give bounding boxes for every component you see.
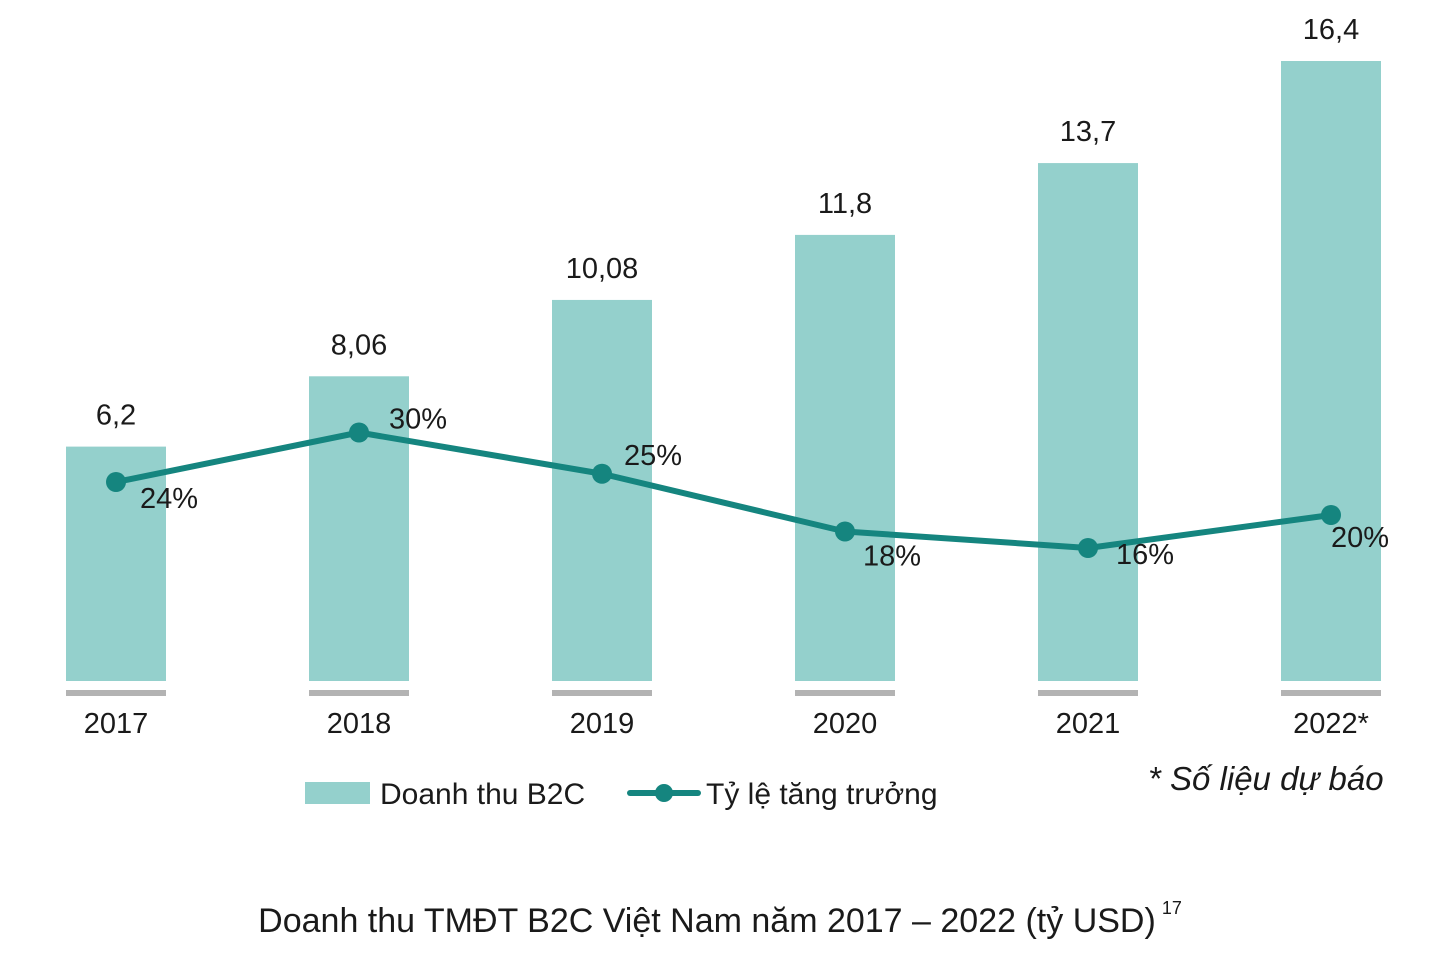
bar-value-label: 6,2	[96, 400, 136, 432]
growth-value-label: 24%	[140, 483, 198, 515]
x-tick-label: 2017	[84, 708, 149, 740]
growth-value-label: 30%	[389, 404, 447, 436]
growth-point	[1078, 538, 1098, 558]
bar-2020	[795, 234, 895, 681]
chart-caption: Doanh thu TMĐT B2C Việt Nam năm 2017 – 2…	[0, 898, 1440, 941]
tick-mark-2020	[795, 690, 895, 696]
growth-value-label: 25%	[624, 440, 682, 472]
growth-line	[115, 429, 1332, 551]
legend-line-label: Tỷ lệ tăng trưởng	[706, 778, 938, 811]
tick-mark-2018	[309, 690, 409, 696]
x-tick-label: 2022*	[1293, 708, 1369, 740]
legend: Doanh thu B2C Tỷ lệ tăng trưởng	[305, 778, 938, 811]
footnote-reference: 17	[1161, 898, 1182, 918]
x-axis-tick-labels: 2017 2018 2019 2020 2021 2022*	[84, 708, 1369, 740]
tick-mark-2019	[552, 690, 652, 696]
bar-value-label: 11,8	[818, 188, 872, 220]
growth-point	[106, 472, 126, 492]
bar-value-label: 10,08	[566, 253, 639, 285]
bar-2019	[552, 299, 652, 681]
growth-point	[349, 422, 369, 443]
x-tick-label: 2019	[570, 708, 635, 740]
legend-line-marker	[655, 784, 673, 802]
bar-value-label: 16,4	[1303, 14, 1359, 46]
tick-mark-2021	[1038, 690, 1138, 696]
growth-value-label: 20%	[1331, 522, 1389, 554]
bar-2022	[1281, 61, 1381, 681]
growth-value-label: 16%	[1116, 539, 1174, 571]
x-tick-label: 2018	[327, 708, 392, 740]
x-tick-label: 2021	[1056, 708, 1121, 740]
x-tick-label: 2020	[813, 708, 878, 740]
bar-group	[66, 61, 1381, 681]
growth-point	[592, 463, 612, 484]
bar-2021	[1038, 163, 1138, 681]
bar-value-label: 13,7	[1060, 116, 1116, 148]
bar-value-label: 8,06	[331, 329, 387, 361]
growth-line-series: 24% 30% 25% 18% 16% 20%	[106, 404, 1389, 573]
tick-mark-2017	[66, 690, 166, 696]
tick-mark-2022	[1281, 690, 1381, 696]
x-axis-tick-marks	[66, 690, 1381, 696]
forecast-note: * Số liệu dự báo	[1148, 760, 1384, 797]
bar-value-labels: 6,2 8,06 10,08 11,8 13,7 16,4	[96, 14, 1359, 432]
chart-title: Doanh thu TMĐT B2C Việt Nam năm 2017 – 2…	[258, 902, 1156, 940]
growth-value-label: 18%	[863, 541, 921, 573]
legend-bar-label: Doanh thu B2C	[380, 778, 585, 811]
growth-point	[1321, 505, 1341, 525]
legend-bar-swatch	[305, 782, 370, 804]
growth-point	[835, 521, 855, 542]
